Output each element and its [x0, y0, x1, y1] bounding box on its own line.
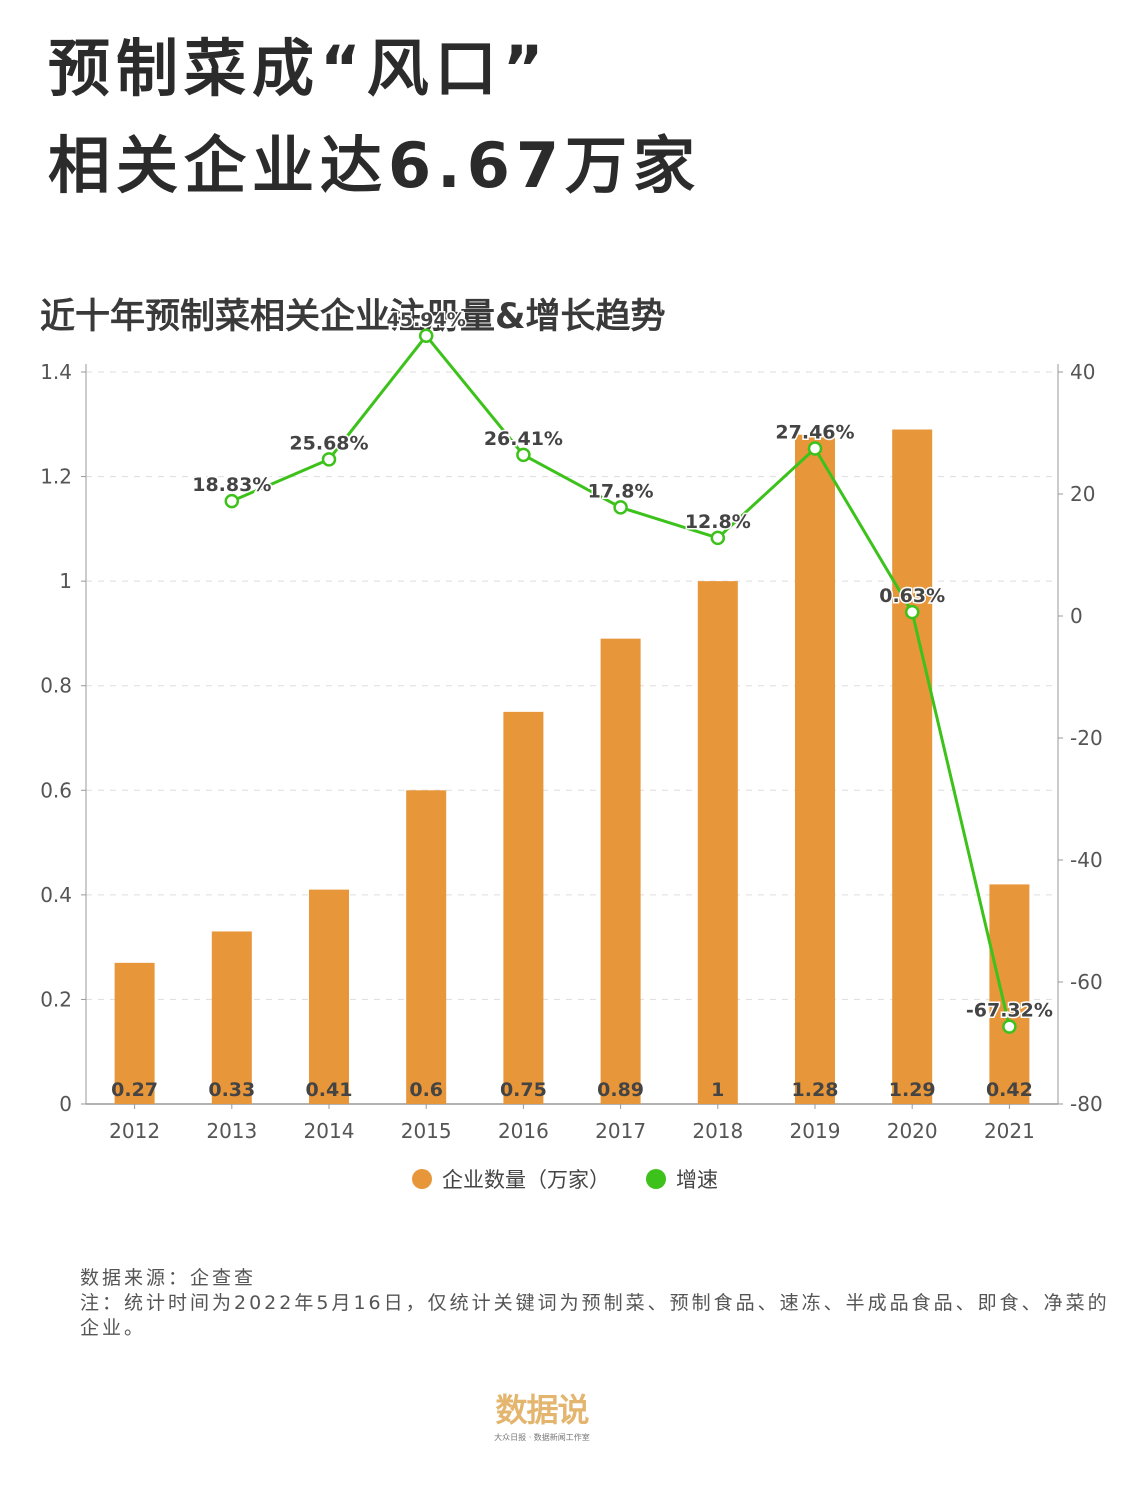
growth-value-label: 12.8%	[685, 511, 751, 533]
bar	[406, 790, 447, 1104]
x-tick-label: 2021	[984, 1119, 1035, 1143]
bar	[211, 931, 252, 1104]
x-tick-label: 2014	[304, 1119, 355, 1143]
footnote: 注：统计时间为2022年5月16日，仅统计关键词为预制菜、预制食品、速冻、半成品…	[80, 1292, 1110, 1339]
x-tick-label: 2019	[790, 1119, 841, 1143]
source-note: 数据来源：企查查	[80, 1267, 257, 1289]
combo-chart: 0 0.2 0.4 0.6 0.8 1 1.2 1.4 -80 -60 -40 -20 0 20 40 0.2…	[40, 307, 1103, 1143]
legend-label-growth: 增速	[676, 1168, 718, 1192]
growth-value-label: 25.68%	[289, 432, 368, 454]
growth-value-label: 18.83%	[192, 474, 271, 496]
legend-marker-growth	[646, 1169, 666, 1189]
y-left-tick-label: 0.6	[40, 778, 72, 802]
x-tick-label: 2013	[206, 1119, 257, 1143]
y-right-tick-label: -20	[1070, 726, 1103, 750]
logo-subtitle: 大众日报 · 数据新闻工作室	[494, 1433, 590, 1442]
y-left-tick-label: 0.2	[40, 987, 72, 1011]
bar-value-label: 0.75	[500, 1079, 547, 1101]
chart-title: 近十年预制菜相关企业注册量&增长趋势	[40, 297, 666, 337]
growth-point	[613, 500, 628, 515]
legend-marker-count	[412, 1169, 432, 1189]
growth-point	[224, 493, 240, 509]
headline-line-2: 相关企业达6.67万家	[48, 129, 701, 202]
growth-value-label: -67.32%	[966, 1000, 1053, 1022]
y-right-tick-label: -80	[1070, 1092, 1103, 1116]
bar	[989, 884, 1030, 1104]
bar-value-label: 0.27	[111, 1079, 158, 1101]
bar	[503, 711, 544, 1104]
growth-point	[516, 447, 531, 463]
growth-value-label: 26.41%	[484, 428, 563, 450]
bar-value-label: 0.41	[306, 1079, 353, 1101]
bar	[795, 434, 835, 1104]
notes: 数据来源：企查查 注：统计时间为2022年5月16日，仅统计关键词为预制菜、预制…	[80, 1266, 1110, 1341]
y-right-tick-label: 40	[1070, 360, 1095, 384]
legend-item-growth[interactable]: 增速	[646, 1164, 718, 1194]
x-tick-label: 2020	[887, 1119, 938, 1143]
bar	[309, 889, 349, 1104]
growth-value-label: 27.46%	[775, 421, 854, 443]
x-tick-label: 2017	[595, 1119, 646, 1143]
bar-value-label: 0.42	[986, 1079, 1033, 1101]
growth-point	[1002, 1019, 1017, 1034]
bar-value-label: 1	[711, 1079, 724, 1101]
x-tick-label: 2018	[692, 1119, 743, 1143]
y-left-tick-label: 1.4	[40, 360, 72, 384]
bar	[892, 429, 933, 1104]
x-tick-label: 2012	[109, 1119, 160, 1143]
bar-value-label: 0.89	[597, 1079, 644, 1101]
growth-value-label: 45.94%	[387, 309, 466, 331]
bar	[600, 638, 641, 1104]
legend-item-count[interactable]: 企业数量（万家）	[412, 1164, 610, 1194]
y-right-tick-label: 0	[1070, 604, 1083, 628]
chart-legend: 企业数量（万家） 增速	[412, 1164, 754, 1194]
headline-line-1: 预制菜成“风口”	[48, 32, 550, 105]
logo-mark: 数据说	[495, 1391, 589, 1429]
x-tick-label: 2016	[498, 1119, 549, 1143]
bar-value-label: 0.33	[208, 1079, 255, 1101]
y-right-tick-label: -40	[1070, 848, 1103, 872]
growth-value-label: 17.8%	[588, 480, 654, 502]
y-left-tick-label: 0.4	[40, 883, 72, 907]
y-left-tick-label: 1	[59, 569, 72, 593]
growth-point	[807, 441, 823, 456]
y-left-tick-label: 0.8	[40, 674, 72, 698]
growth-point	[418, 328, 434, 344]
legend-label-count: 企业数量（万家）	[442, 1168, 610, 1192]
growth-value-label: 0.63%	[879, 585, 945, 607]
bar-value-label: 1.28	[792, 1079, 839, 1101]
publisher-logo: 数据说 大众日报 · 数据新闻工作室	[486, 1394, 598, 1443]
growth-point	[904, 604, 920, 620]
growth-point	[321, 452, 337, 467]
bar	[114, 962, 155, 1104]
y-left-tick-label: 1.2	[40, 465, 72, 489]
bar-value-label: 1.29	[889, 1079, 936, 1101]
y-left-tick-label: 0	[59, 1092, 72, 1116]
y-right-tick-label: 20	[1070, 482, 1095, 506]
bar-value-label: 0.6	[409, 1079, 443, 1101]
y-right-tick-label: -60	[1070, 970, 1103, 994]
growth-point	[710, 530, 726, 546]
x-tick-label: 2015	[401, 1119, 452, 1143]
bar	[697, 581, 738, 1104]
